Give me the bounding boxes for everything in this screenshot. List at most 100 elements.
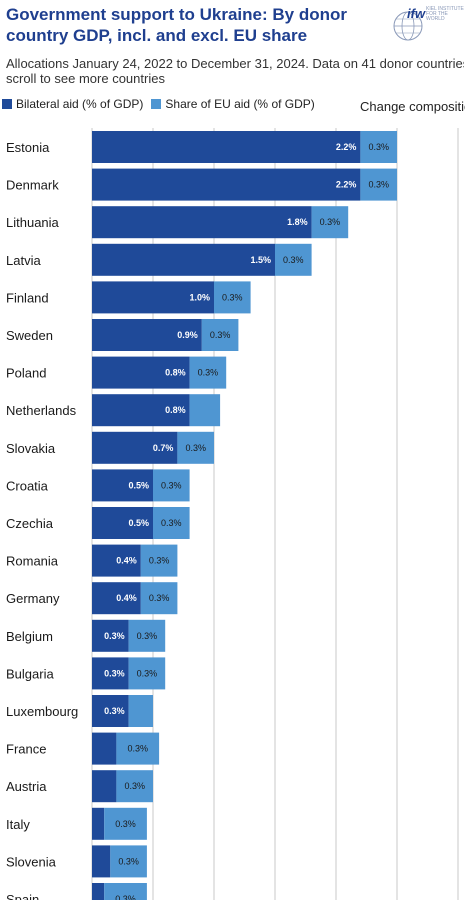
country-label: Luxembourg — [6, 704, 78, 719]
eu-value-label: 0.3% — [185, 443, 206, 453]
logo-caption-line1: KIEL INSTITUTE — [426, 6, 464, 12]
eu-value-label: 0.3% — [149, 556, 170, 566]
eu-value-label: 0.3% — [320, 217, 341, 227]
country-label: Lithuania — [6, 215, 60, 230]
bar-eu — [189, 394, 221, 427]
bar-bilateral — [92, 657, 129, 690]
globe-icon — [393, 11, 423, 41]
country-label: Romania — [6, 554, 59, 569]
legend-label-eu: Share of EU aid (% of GDP) — [165, 97, 315, 111]
eu-value-label: 0.3% — [118, 856, 139, 866]
bar-eu — [360, 131, 397, 163]
bar-bilateral — [92, 883, 105, 900]
eu-value-label: 0.3% — [127, 744, 148, 754]
bilateral-value-label: 0.8% — [165, 368, 186, 378]
bilateral-value-label: 0.4% — [116, 556, 137, 566]
eu-value-label: 0.3% — [368, 142, 389, 152]
country-label: Bulgaria — [6, 666, 54, 681]
bar-eu — [311, 206, 349, 239]
eu-value-label: 0.3% — [149, 593, 170, 603]
bilateral-value-label: 1.0% — [189, 292, 210, 302]
legend-item-eu[interactable]: Share of EU aid (% of GDP) — [151, 97, 315, 111]
country-label: Denmark — [6, 178, 59, 193]
country-label: Sweden — [6, 328, 53, 343]
bilateral-value-label: 0.3% — [104, 631, 125, 641]
logo-caption: KIEL INSTITUTE FOR THE WORLD — [426, 7, 465, 22]
chart-subtitle: Allocations January 24, 2022 to December… — [6, 56, 464, 86]
bar-eu — [116, 770, 153, 803]
country-label: Croatia — [6, 478, 49, 493]
eu-value-label: 0.3% — [210, 330, 231, 340]
bar-bilateral — [92, 807, 105, 840]
bilateral-value-label: 2.2% — [336, 142, 357, 152]
bar-eu — [177, 431, 214, 464]
bar-eu — [110, 845, 147, 878]
subtitle-line-1: Allocations January 24, 2022 to December… — [6, 56, 464, 71]
bilateral-value-label: 0.5% — [128, 480, 149, 490]
bar-eu — [140, 544, 178, 577]
bilateral-value-label: 0.3% — [104, 668, 125, 678]
bar-eu — [104, 807, 147, 840]
bar-eu — [116, 732, 160, 765]
country-label: Estonia — [6, 140, 50, 155]
logo-caption-line2: FOR THE WORLD — [426, 11, 448, 22]
bilateral-value-label: 1.5% — [250, 255, 271, 265]
country-label: Netherlands — [6, 403, 77, 418]
bar-bilateral — [92, 131, 361, 163]
change-composition-button[interactable]: Change composition — [360, 99, 465, 114]
eu-value-label: 0.3% — [161, 518, 182, 528]
country-label: France — [6, 742, 46, 757]
bilateral-value-label: 0.5% — [128, 518, 149, 528]
eu-value-label: 0.3% — [115, 819, 136, 829]
bar-bilateral — [92, 732, 117, 765]
bar-bilateral — [92, 243, 275, 276]
subtitle-line-2: scroll to see more countries — [6, 71, 165, 86]
bilateral-value-label: 0.4% — [116, 593, 137, 603]
bar-eu — [128, 695, 153, 727]
bilateral-value-label: 2.2% — [336, 180, 357, 190]
country-label: Austria — [6, 779, 47, 794]
bar-eu — [153, 507, 190, 539]
bar-eu — [360, 168, 397, 201]
bar-bilateral — [92, 507, 153, 539]
bar-bilateral — [92, 469, 153, 502]
bar-bilateral — [92, 168, 361, 201]
bar-bilateral — [92, 319, 202, 351]
country-label: Finland — [6, 290, 49, 305]
country-label: Belgium — [6, 629, 53, 644]
eu-value-label: 0.3% — [137, 631, 158, 641]
eu-value-label: 0.3% — [283, 255, 304, 265]
legend-item-bilateral[interactable]: Bilateral aid (% of GDP) — [2, 97, 143, 111]
legend-swatch-eu — [151, 99, 162, 109]
country-label: Poland — [6, 366, 46, 381]
bar-eu — [189, 356, 227, 389]
eu-value-label: 0.3% — [222, 292, 243, 302]
legend-swatch-bilateral — [2, 99, 12, 109]
bar-chart: Estonia 2.2% 0.3% Denmark 2.2% 0.3% Lithuania 1… — [6, 128, 459, 900]
eu-value-label: 0.3% — [137, 668, 158, 678]
country-label: Germany — [6, 591, 60, 606]
bar-eu — [140, 582, 178, 615]
eu-value-label: 0.3% — [124, 781, 145, 791]
chart-legend: Bilateral aid (% of GDP) Share of EU aid… — [2, 96, 323, 112]
bar-bilateral — [92, 431, 178, 464]
country-label: Latvia — [6, 253, 41, 268]
bilateral-value-label: 0.3% — [104, 706, 125, 716]
bar-bilateral — [92, 770, 117, 803]
bilateral-value-label: 0.9% — [177, 330, 198, 340]
legend-label-bilateral: Bilateral aid (% of GDP) — [16, 97, 144, 111]
country-label: Slovenia — [6, 854, 57, 869]
eu-value-label: 0.3% — [161, 480, 182, 490]
bar-eu — [201, 319, 239, 351]
country-label: Spain — [6, 892, 39, 900]
bilateral-value-label: 0.7% — [153, 443, 174, 453]
bilateral-value-label: 0.8% — [165, 405, 186, 415]
bar-bilateral — [92, 619, 129, 652]
bar-eu — [275, 243, 312, 276]
bilateral-value-label: 1.8% — [287, 217, 308, 227]
bar-bilateral — [92, 394, 190, 427]
country-label: Czechia — [6, 516, 54, 531]
bar-bilateral — [92, 206, 312, 239]
bar-bilateral — [92, 845, 111, 878]
bar-bilateral — [92, 281, 214, 314]
